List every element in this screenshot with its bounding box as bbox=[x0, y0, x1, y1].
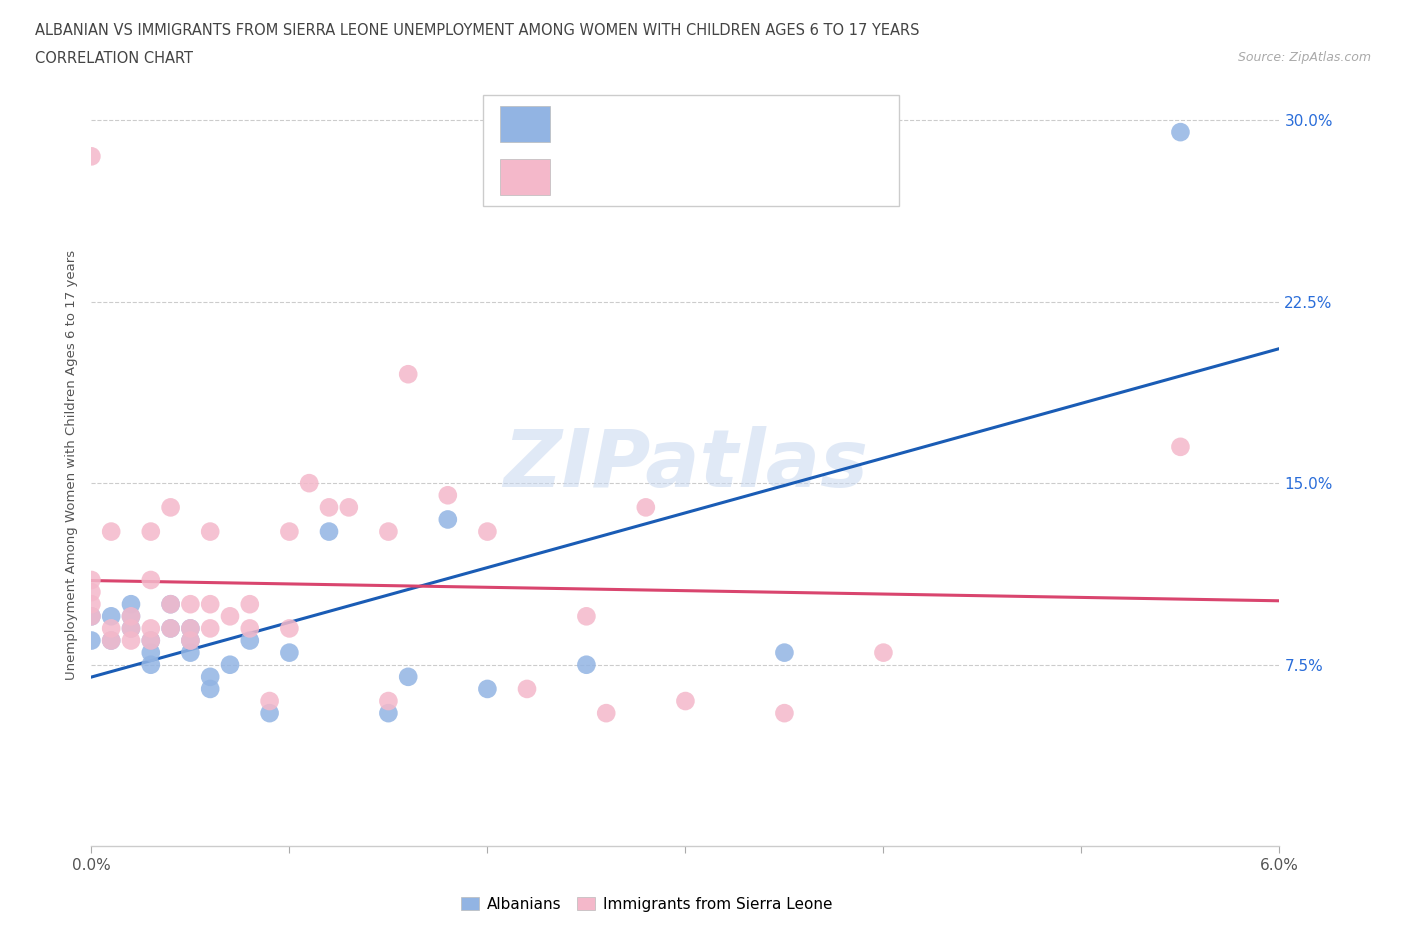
Point bbox=[80, 609, 103, 624]
Point bbox=[575, 609, 598, 624]
Point bbox=[120, 597, 142, 612]
Point bbox=[100, 633, 122, 648]
Point bbox=[159, 500, 181, 515]
Point bbox=[396, 670, 419, 684]
Point bbox=[477, 525, 499, 539]
Point bbox=[100, 525, 122, 539]
Point bbox=[80, 585, 103, 600]
Text: ZIPatlas: ZIPatlas bbox=[503, 426, 868, 504]
Point bbox=[219, 609, 242, 624]
Point bbox=[278, 621, 301, 636]
Point bbox=[120, 621, 142, 636]
Point bbox=[477, 682, 499, 697]
Point bbox=[516, 682, 538, 697]
Point bbox=[139, 573, 162, 588]
Point bbox=[139, 525, 162, 539]
Point bbox=[179, 633, 201, 648]
Legend: Albanians, Immigrants from Sierra Leone: Albanians, Immigrants from Sierra Leone bbox=[456, 890, 838, 918]
Point bbox=[179, 621, 201, 636]
Point bbox=[120, 621, 142, 636]
Point bbox=[159, 597, 181, 612]
Point bbox=[139, 658, 162, 672]
Point bbox=[120, 609, 142, 624]
Y-axis label: Unemployment Among Women with Children Ages 6 to 17 years: Unemployment Among Women with Children A… bbox=[65, 250, 79, 680]
Point bbox=[179, 597, 201, 612]
Point bbox=[179, 645, 201, 660]
Point bbox=[436, 488, 458, 503]
Text: Source: ZipAtlas.com: Source: ZipAtlas.com bbox=[1237, 51, 1371, 64]
Text: ALBANIAN VS IMMIGRANTS FROM SIERRA LEONE UNEMPLOYMENT AMONG WOMEN WITH CHILDREN : ALBANIAN VS IMMIGRANTS FROM SIERRA LEONE… bbox=[35, 23, 920, 38]
Point bbox=[179, 621, 201, 636]
Point bbox=[436, 512, 458, 527]
Point bbox=[80, 609, 103, 624]
Point bbox=[80, 633, 103, 648]
Point bbox=[80, 573, 103, 588]
Point bbox=[575, 658, 598, 672]
Point bbox=[377, 706, 399, 721]
Point bbox=[200, 597, 222, 612]
Point bbox=[318, 500, 340, 515]
Point bbox=[377, 694, 399, 709]
Point bbox=[278, 645, 301, 660]
Point bbox=[396, 366, 419, 381]
Point bbox=[100, 609, 122, 624]
Point bbox=[239, 597, 262, 612]
Point bbox=[773, 706, 796, 721]
Point bbox=[595, 706, 617, 721]
Point bbox=[337, 500, 360, 515]
Point bbox=[120, 633, 142, 648]
Point bbox=[159, 621, 181, 636]
Point bbox=[673, 694, 696, 709]
Point bbox=[120, 609, 142, 624]
Point bbox=[139, 621, 162, 636]
Point bbox=[200, 670, 222, 684]
Point bbox=[100, 633, 122, 648]
Point bbox=[200, 682, 222, 697]
Point bbox=[159, 621, 181, 636]
Point bbox=[1170, 125, 1192, 140]
Point bbox=[159, 597, 181, 612]
Point bbox=[219, 658, 242, 672]
Point bbox=[278, 525, 301, 539]
Point bbox=[1170, 439, 1192, 454]
Point bbox=[259, 694, 281, 709]
Point bbox=[318, 525, 340, 539]
Point bbox=[239, 621, 262, 636]
Point bbox=[179, 633, 201, 648]
Point bbox=[100, 621, 122, 636]
Point bbox=[200, 621, 222, 636]
Point bbox=[200, 525, 222, 539]
Point bbox=[872, 645, 894, 660]
Point bbox=[80, 149, 103, 164]
Point bbox=[80, 597, 103, 612]
Point bbox=[259, 706, 281, 721]
Point bbox=[139, 645, 162, 660]
Point bbox=[139, 633, 162, 648]
Point bbox=[239, 633, 262, 648]
Point bbox=[773, 645, 796, 660]
Point bbox=[139, 633, 162, 648]
Point bbox=[298, 476, 321, 491]
Point bbox=[634, 500, 657, 515]
Point bbox=[377, 525, 399, 539]
Text: CORRELATION CHART: CORRELATION CHART bbox=[35, 51, 193, 66]
